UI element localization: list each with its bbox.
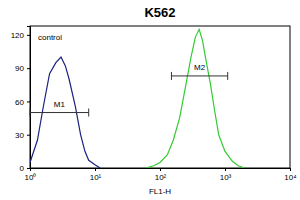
- x-tick: 10⁰: [25, 168, 37, 182]
- x-tick: 10⁴: [284, 168, 297, 182]
- x-axis-line: [31, 169, 291, 172]
- x-tick-label: 10⁰: [25, 173, 37, 182]
- y-tick-mark: [27, 101, 30, 102]
- y-tick-label: 0: [20, 164, 25, 173]
- x-tick-mark: [225, 168, 226, 171]
- y-tick: 0: [20, 164, 30, 173]
- x-tick: 10³: [220, 168, 232, 182]
- y-tick-label: 90: [15, 64, 24, 73]
- series-label: control: [38, 33, 62, 42]
- x-tick-label: 10²: [155, 173, 167, 182]
- x-tick: 10¹: [90, 168, 102, 182]
- y-tick-mark: [27, 168, 30, 169]
- y-tick: 90: [15, 64, 30, 73]
- x-tick: 10²: [155, 168, 167, 182]
- y-tick-label: 60: [15, 97, 24, 106]
- plot: 10⁰ 10¹ 10² 10³ 10⁴ 0 30 60 90 120 control M1 M2: [11, 26, 298, 182]
- x-tick-label: 10¹: [90, 173, 102, 182]
- y-axis: 0 30 60 90 120: [11, 27, 31, 174]
- series-group: [30, 29, 245, 168]
- plot-frame: [30, 26, 290, 168]
- histogram-line: [30, 57, 100, 168]
- y-tick-mark: [27, 35, 30, 36]
- y-tick-label: 120: [11, 31, 25, 40]
- gate: M2: [171, 63, 227, 80]
- y-tick: 120: [11, 31, 30, 40]
- x-axis: 10⁰ 10¹ 10² 10³ 10⁴: [25, 168, 298, 182]
- x-tick-label: 10⁴: [284, 173, 297, 182]
- gate-label: M2: [194, 63, 206, 72]
- y-axis-line: [27, 27, 31, 169]
- histogram-line: [146, 29, 245, 168]
- x-tick-mark: [290, 168, 291, 171]
- x-axis-title: FL1-H: [149, 187, 171, 196]
- gate: M1: [30, 100, 89, 117]
- x-tick-label: 10³: [220, 173, 232, 182]
- title: K562: [144, 5, 175, 20]
- x-tick-mark: [95, 168, 96, 171]
- chart: 10⁰ 10¹ 10² 10³ 10⁴ 0 30 60 90 120 control M1 M2 K562…: [0, 0, 300, 200]
- y-tick-mark: [27, 135, 30, 136]
- gate-label: M1: [54, 100, 66, 109]
- y-tick-label: 30: [15, 131, 24, 140]
- x-tick-mark: [160, 168, 161, 171]
- y-tick-mark: [27, 68, 30, 69]
- gate-bar: [171, 72, 227, 80]
- annotations: control M1 M2: [30, 33, 228, 117]
- y-tick: 60: [15, 97, 30, 106]
- y-tick: 30: [15, 131, 30, 140]
- gate-bar: [30, 109, 89, 117]
